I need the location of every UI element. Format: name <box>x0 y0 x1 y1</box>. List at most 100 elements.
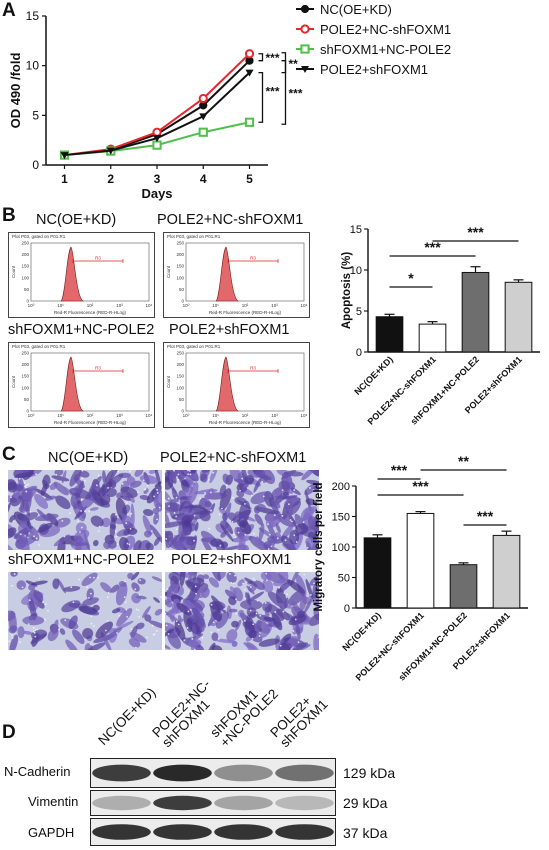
y-axis-label: OD 490 /fold <box>8 53 23 129</box>
blot-band <box>275 824 334 840</box>
pore <box>235 598 237 601</box>
pore <box>13 573 16 575</box>
pore <box>230 581 233 584</box>
y-tick-label: 0 <box>32 158 39 172</box>
cell <box>55 495 71 510</box>
pore <box>293 534 296 537</box>
bar <box>449 564 478 609</box>
y-tick-label: 15 <box>26 9 40 23</box>
cell <box>250 491 270 505</box>
pore <box>242 582 244 585</box>
pore <box>18 477 21 480</box>
pore <box>115 513 117 516</box>
pore <box>309 487 311 489</box>
flow-y-tick: 50 <box>24 397 30 402</box>
pore <box>35 473 38 476</box>
pore <box>11 636 14 639</box>
pore <box>175 620 178 623</box>
pore <box>279 644 282 647</box>
cell <box>116 608 133 627</box>
legend-entry: NC(OE+KD) <box>296 2 392 17</box>
pore <box>121 482 124 485</box>
pore <box>124 601 127 604</box>
pore <box>81 526 83 529</box>
pore <box>231 521 234 523</box>
flow-x-tick: 10¹ <box>57 413 64 418</box>
cell <box>90 488 105 507</box>
pore <box>309 594 312 596</box>
sig-label: *** <box>477 508 494 524</box>
flow-plot-header: Plot P03, gated on P01.R1 <box>12 344 66 349</box>
pore <box>291 520 293 523</box>
cell <box>228 596 237 606</box>
cell <box>134 470 144 477</box>
cell <box>255 619 262 630</box>
panel-a-label: A <box>2 0 16 21</box>
cell <box>165 598 171 605</box>
pore <box>241 477 244 480</box>
bar <box>418 323 447 353</box>
x-tick-label: 5 <box>246 172 253 186</box>
cell <box>8 527 17 539</box>
cell <box>8 481 18 493</box>
cell <box>104 470 114 483</box>
region-label: R3 <box>95 366 101 371</box>
cell <box>200 473 208 483</box>
data-point <box>153 135 161 143</box>
cell <box>219 488 232 511</box>
cell <box>77 495 96 511</box>
pore <box>193 539 195 542</box>
pore <box>264 601 267 604</box>
pore <box>284 539 287 542</box>
blot-band <box>92 764 151 782</box>
pore <box>276 537 279 540</box>
cell <box>17 533 30 550</box>
pore <box>36 628 39 631</box>
cell <box>31 580 48 586</box>
pore <box>194 585 197 588</box>
pore <box>38 544 40 546</box>
cell <box>121 515 132 526</box>
pore <box>34 629 37 632</box>
cell <box>165 629 175 639</box>
cell <box>165 510 170 526</box>
cell <box>238 609 245 618</box>
sig-label: *** <box>266 84 280 98</box>
cell <box>198 612 205 620</box>
pore <box>212 621 215 624</box>
blot-n-cadherin <box>90 758 336 788</box>
flow-x-tick: 10³ <box>116 303 123 308</box>
flow-x-tick: 10⁴ <box>146 413 153 418</box>
sig-label: ** <box>458 453 469 469</box>
flow-x-tick: 10² <box>242 413 249 418</box>
bar <box>492 534 521 609</box>
pore <box>302 521 305 524</box>
pore <box>81 477 84 480</box>
flow-x-tick: 10¹ <box>212 413 219 418</box>
pore <box>244 533 247 536</box>
flow-x-tick: 10² <box>87 303 94 308</box>
cell <box>65 639 79 650</box>
pore <box>126 542 129 545</box>
cell <box>120 486 138 498</box>
cell <box>100 631 112 650</box>
x-tick-label: NC(OE+KD) <box>340 610 383 653</box>
flow-title-pole2-nc-shfoxm1: POLE2+NC-shFOXM1 <box>157 212 304 228</box>
pore <box>253 579 256 582</box>
panel-c-label: C <box>2 444 16 465</box>
cell <box>111 608 121 614</box>
cell <box>82 628 94 639</box>
y-tick-label: 0 <box>344 603 350 615</box>
pore <box>80 510 83 512</box>
cell <box>133 540 142 550</box>
sig-label: *** <box>412 478 429 494</box>
pore <box>134 588 137 591</box>
pore <box>243 503 246 505</box>
cell <box>139 474 159 484</box>
pore <box>72 601 75 604</box>
flow-x-tick: 10¹ <box>212 303 219 308</box>
pore <box>267 548 270 550</box>
cell <box>154 470 161 487</box>
cell <box>120 495 131 501</box>
